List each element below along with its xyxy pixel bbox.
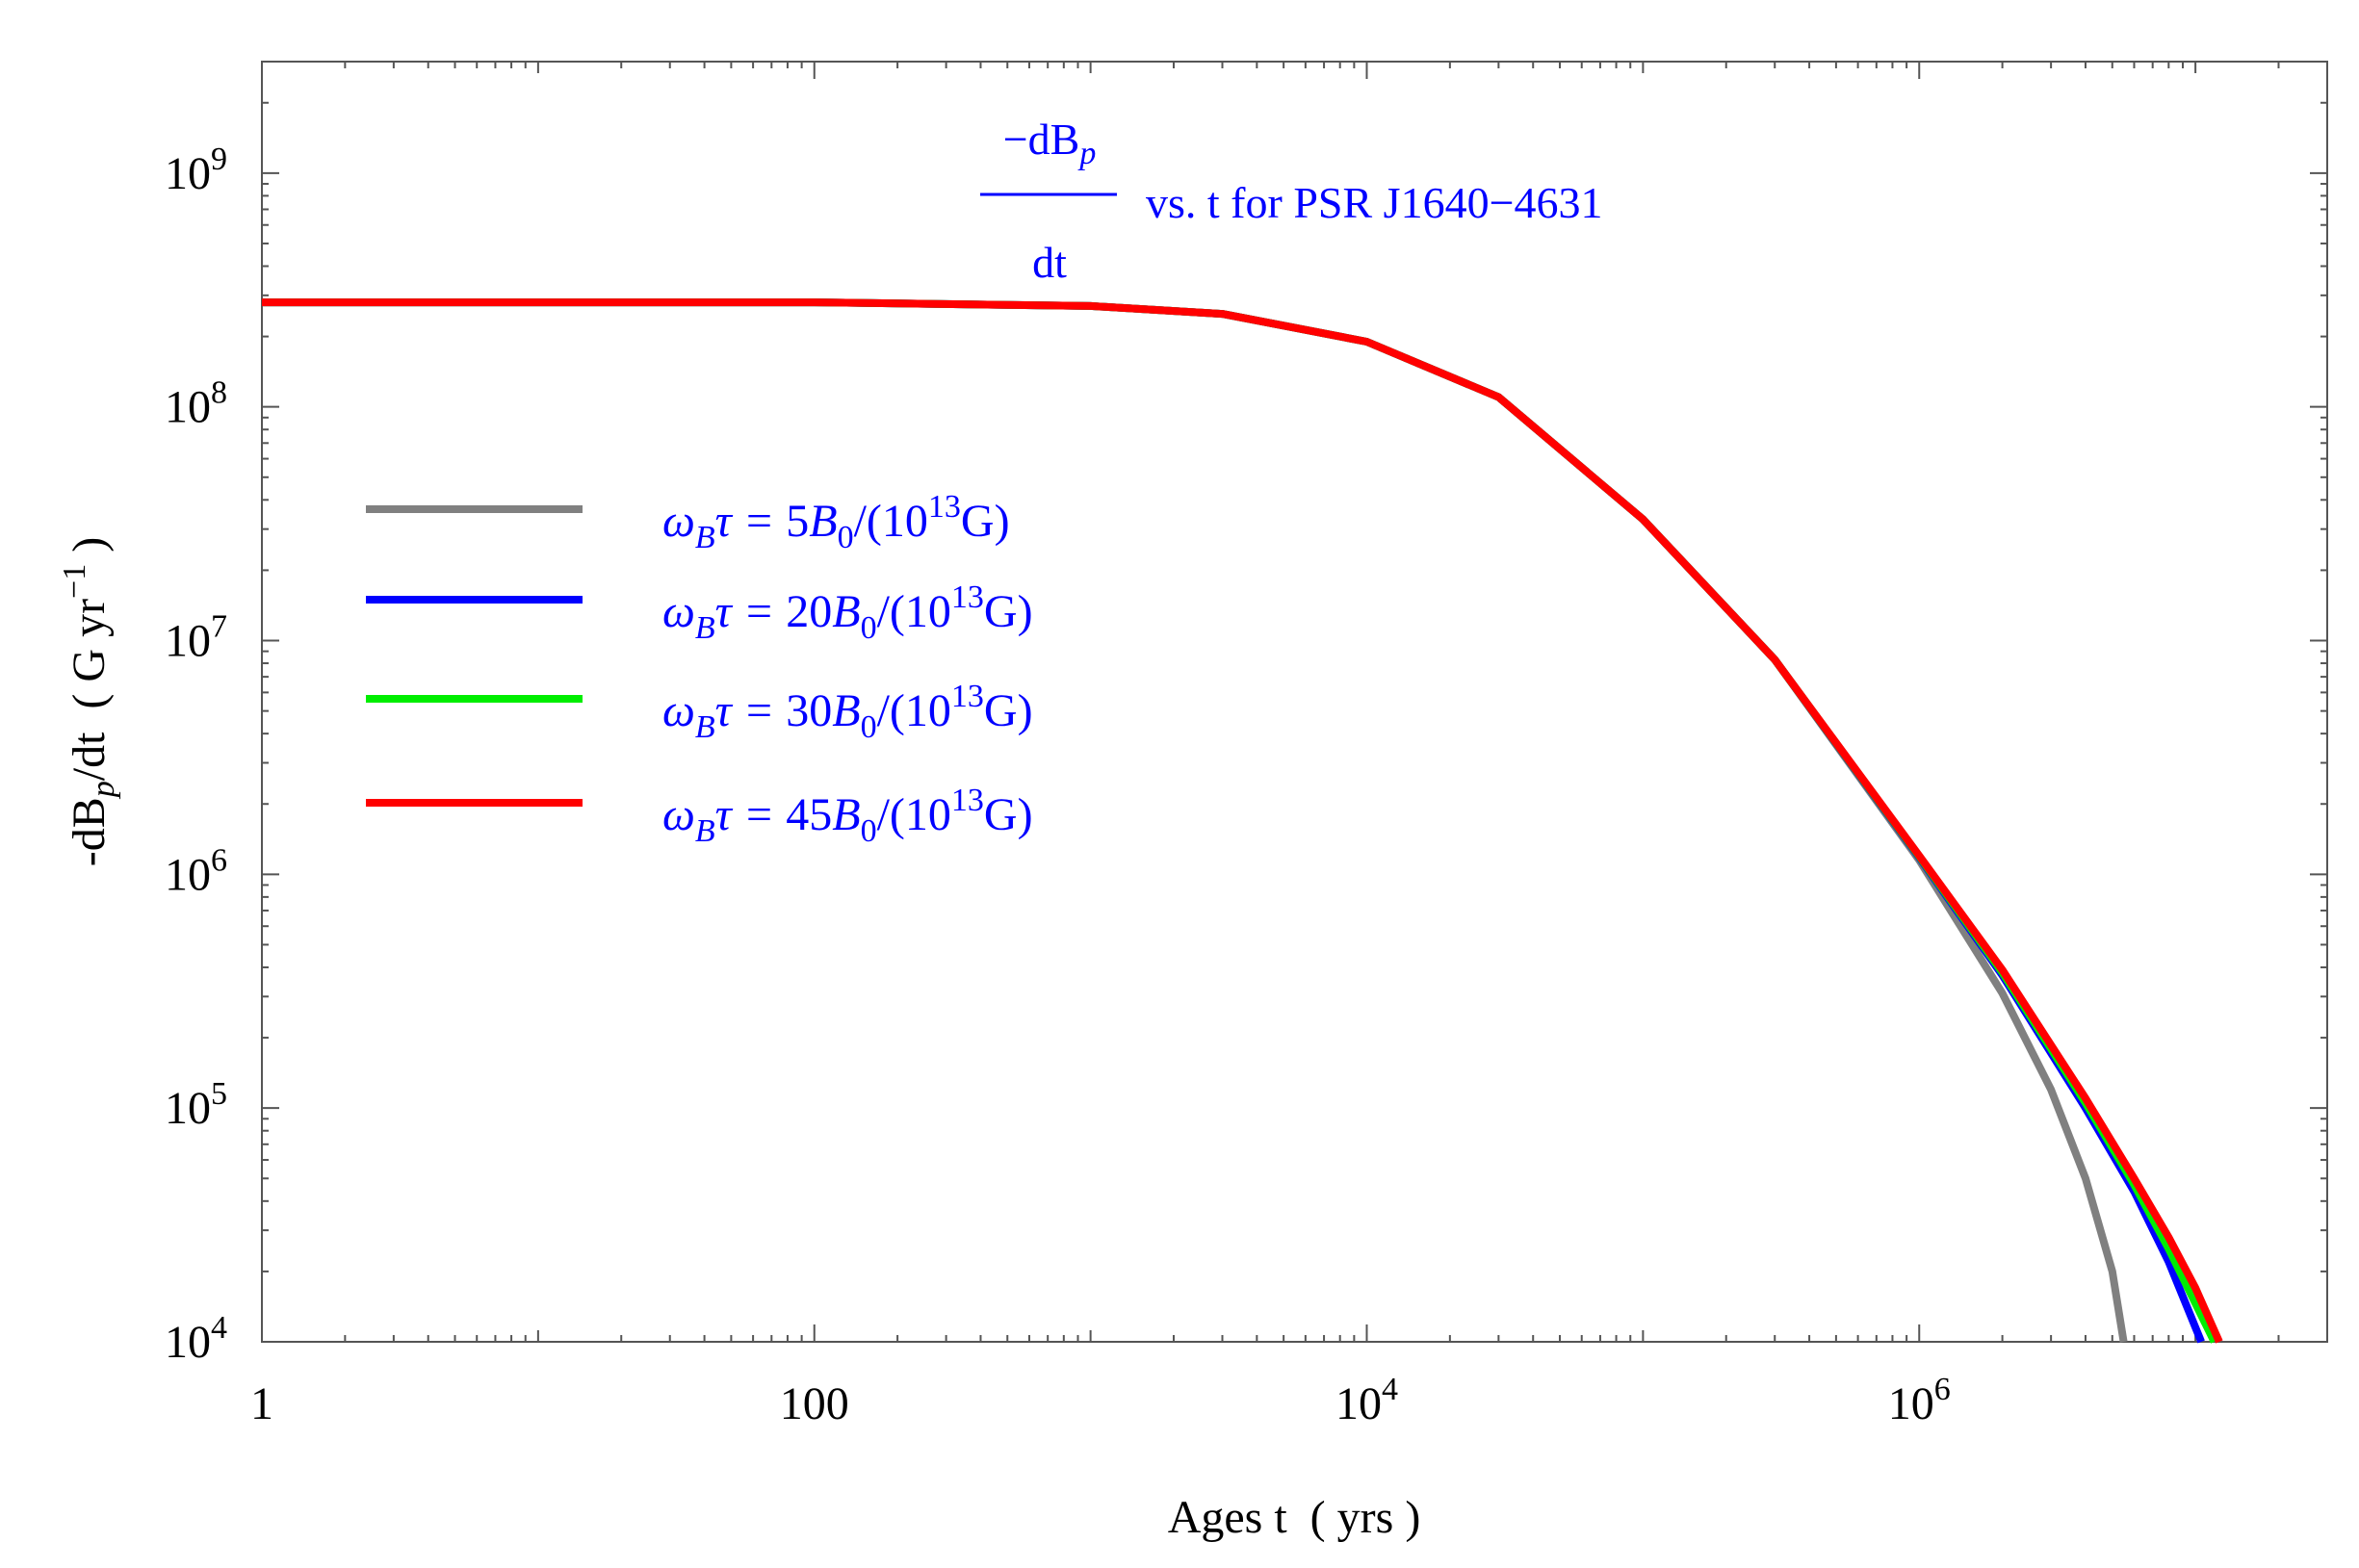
x-tick-label: 1	[250, 1378, 273, 1429]
y-tick-label: 106	[165, 842, 227, 900]
series-line-4	[262, 298, 2223, 1344]
title-numerator: −dBp	[1003, 115, 1097, 171]
series-line-1	[262, 298, 2128, 1343]
y-tick-label: 105	[165, 1076, 227, 1134]
x-tick-label: 106	[1888, 1372, 1951, 1429]
series-group	[262, 298, 2223, 1344]
series-line-2	[262, 298, 2205, 1344]
x-tick-label: 100	[780, 1378, 849, 1429]
x-tick-label: 104	[1335, 1372, 1398, 1429]
legend-label-2: ωBτ = 20B0/(1013G)	[662, 579, 1033, 646]
legend: ωBτ = 5B0/(1013G) ωBτ = 20B0/(1013G) ωBτ =…	[366, 489, 1033, 849]
title-suffix: vs. t for PSR J1640−4631	[1146, 178, 1603, 227]
x-axis-label: Ages t ( yrs )	[1168, 1492, 1421, 1543]
y-axis-label-sub: p	[86, 781, 121, 799]
y-tick-label: 104	[165, 1310, 227, 1368]
y-axis-label-mid: /dt ( G yr	[64, 599, 115, 781]
legend-label-4: ωBτ = 45B0/(1013G)	[662, 783, 1033, 849]
legend-label-3: ωBτ = 30B0/(1013G)	[662, 679, 1033, 745]
y-axis-label: -dBp/dt ( G yr−1 )	[57, 537, 121, 866]
legend-label-1: ωBτ = 5B0/(1013G)	[662, 489, 1010, 555]
chart-title: −dBp dt vs. t for PSR J1640−4631	[980, 115, 1603, 287]
y-axis-label-suffix: )	[64, 537, 115, 564]
title-numerator-sub: p	[1077, 136, 1096, 171]
plot-frame	[261, 61, 2328, 1343]
title-denominator: dt	[1032, 238, 1067, 287]
y-axis-label-sup: −1	[57, 564, 92, 599]
y-tick-label: 109	[165, 141, 227, 199]
axis-ticks: 1 100 104 106 104 105 106 107 108 109	[165, 61, 2328, 1429]
y-tick-label: 108	[165, 375, 227, 433]
y-tick-label: 107	[165, 609, 227, 667]
series-line-3	[262, 298, 2218, 1344]
